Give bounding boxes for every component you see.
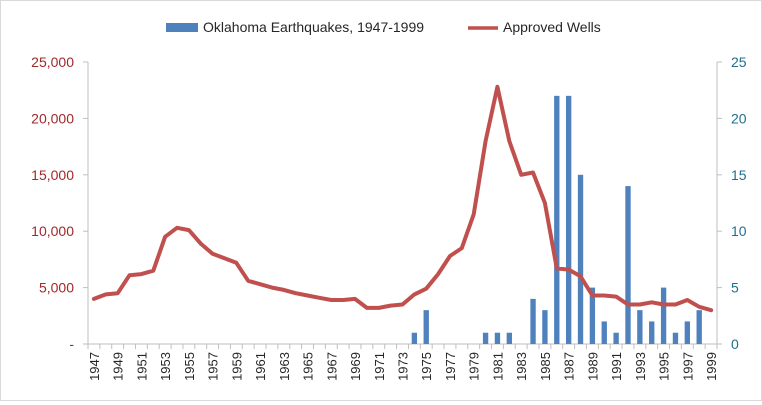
legend: Oklahoma Earthquakes, 1947-1999 Approved…: [166, 19, 601, 35]
x-tick-label: 1969: [348, 352, 363, 381]
left-tick-label: -: [69, 336, 74, 352]
line-approved-wells: [91, 84, 714, 313]
left-tick-label: 10,000: [31, 223, 74, 239]
bar-earthquakes: [660, 287, 667, 344]
x-tick-label: 1983: [514, 352, 529, 381]
x-tick-label: 1971: [372, 352, 387, 381]
legend-label-earthquakes: Oklahoma Earthquakes, 1947-1999: [203, 19, 424, 35]
plot-area: - 5,000 10,000 15,000 20,000 25,000 0 5 10 15 20 25…: [31, 54, 747, 381]
bar-earthquakes: [506, 332, 512, 344]
x-tick-label: 1999: [704, 352, 719, 381]
left-tick-label: 5,000: [39, 280, 74, 296]
bar-earthquakes: [672, 332, 679, 344]
bar-earthquakes: [649, 321, 655, 344]
bar-earthquakes: [684, 321, 691, 344]
bar-earthquakes: [530, 298, 536, 344]
right-tick-label: 5: [731, 280, 739, 296]
x-tick-label: 1989: [585, 352, 600, 381]
bar-earthquakes: [494, 332, 501, 344]
x-tick-label: 1959: [229, 352, 244, 381]
right-tick-label: 25: [731, 54, 747, 70]
bar-earthquakes: [613, 332, 619, 344]
bar-earthquakes: [589, 287, 596, 344]
x-tick-label: 1947: [87, 352, 102, 381]
x-tick-label: 1967: [324, 352, 339, 381]
legend-swatch-earthquakes: [166, 23, 198, 32]
left-tick-label: 15,000: [31, 167, 74, 183]
x-tick-label: 1997: [680, 352, 695, 381]
x-tick-label: 1949: [111, 352, 126, 381]
bar-earthquakes: [565, 95, 572, 344]
x-tick-label: 1979: [467, 352, 482, 381]
bar-earthquakes: [423, 310, 429, 344]
x-tick-label: 1973: [396, 352, 411, 381]
bar-earthquakes: [482, 332, 489, 344]
x-tick-label: 1991: [609, 352, 624, 381]
left-tick-label: 25,000: [31, 54, 74, 70]
bar-earthquakes: [554, 95, 560, 344]
bar-earthquakes: [542, 310, 548, 344]
left-tick-label: 20,000: [31, 110, 74, 126]
x-tick-label: 1951: [134, 352, 149, 381]
bar-earthquakes: [625, 186, 631, 344]
bar-earthquakes: [577, 174, 584, 344]
bar-earthquakes: [637, 310, 643, 344]
x-tick-label: 1965: [301, 352, 316, 381]
x-tick-label: 1961: [253, 352, 268, 381]
x-tick-label: 1977: [443, 352, 458, 381]
x-tick-label: 1953: [158, 352, 173, 381]
x-tick-label: 1985: [538, 352, 553, 381]
x-tick-label: 1981: [490, 352, 505, 381]
x-tick-label: 1995: [657, 352, 672, 381]
legend-label-wells: Approved Wells: [503, 19, 601, 35]
x-tick-label: 1993: [633, 352, 648, 381]
right-tick-label: 20: [731, 110, 747, 126]
bar-earthquakes: [411, 332, 418, 344]
right-tick-label: 0: [731, 336, 739, 352]
x-tick-label: 1987: [562, 352, 577, 381]
right-tick-label: 15: [731, 167, 747, 183]
x-tick-label: 1955: [182, 352, 197, 381]
x-tick-label: 1957: [206, 352, 221, 381]
right-tick-label: 10: [731, 223, 747, 239]
x-tick-label: 1963: [277, 352, 292, 381]
bar-earthquakes: [696, 310, 702, 344]
x-tick-label: 1975: [419, 352, 434, 381]
bar-earthquakes: [601, 321, 607, 344]
